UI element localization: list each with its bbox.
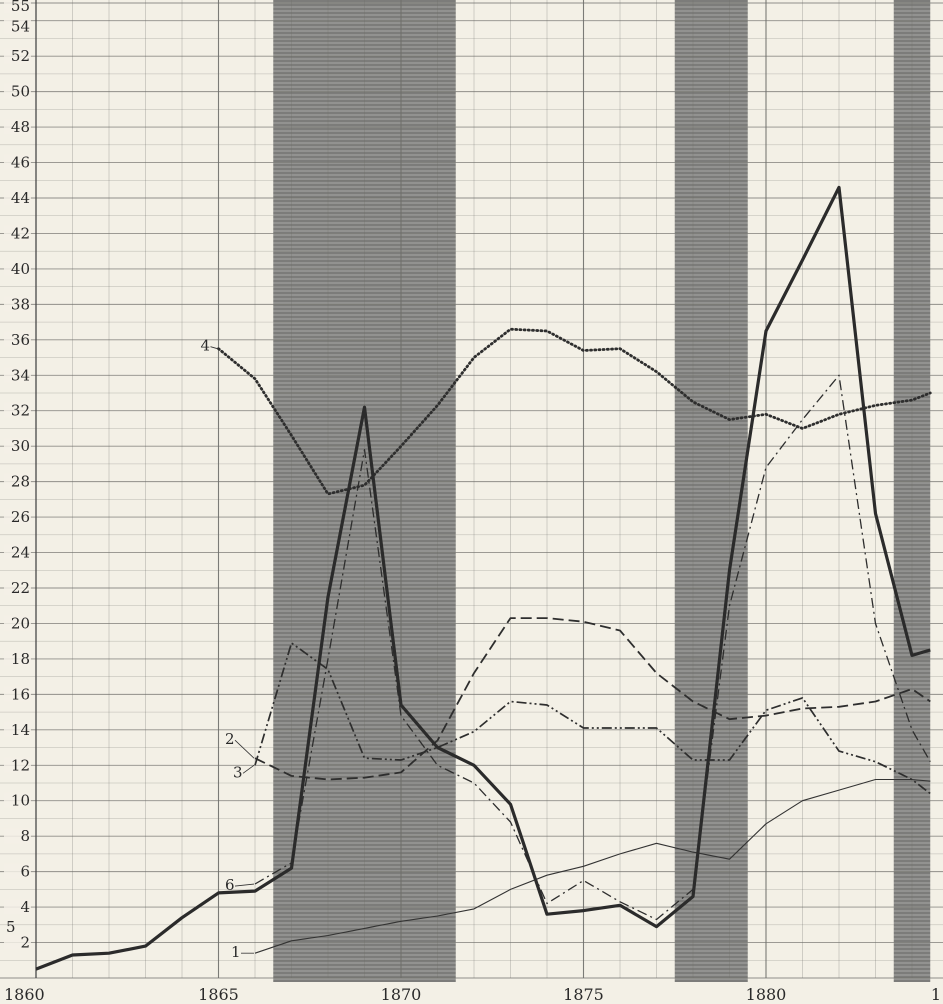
series-label-leader-4 [210, 346, 218, 350]
y-tick-bg [4, 367, 31, 383]
y-tick-bg [4, 792, 31, 808]
y-tick-label: 42 [11, 224, 30, 242]
y-tick-label: 24 [11, 544, 30, 562]
y-tick-bg [4, 686, 31, 702]
x-tick-label: 1860 [4, 985, 45, 1004]
y-tick-bg [4, 899, 31, 915]
y-tick-bg [4, 934, 31, 950]
y-tick-bg [4, 721, 31, 737]
y-tick-bg [4, 615, 31, 631]
y-tick-bg [4, 402, 31, 418]
y-tick-label: 54 [11, 18, 30, 36]
series-label-6: 6 [225, 876, 235, 894]
series-label-leader-6 [234, 883, 255, 887]
y-tick-label: 16 [11, 685, 30, 703]
y-tick-bg [4, 863, 31, 879]
y-tick-label: 32 [11, 402, 30, 420]
y-tick-label: 36 [11, 331, 30, 349]
y-tick-label: 38 [11, 295, 30, 313]
y-tick-label: 30 [11, 437, 30, 455]
series-line-5 [35, 185, 931, 971]
y-tick-bg [4, 225, 31, 241]
series-label-1: 1 [231, 943, 241, 961]
y-tick-bg [4, 83, 31, 99]
y-tick-bg [4, 828, 31, 844]
y-tick-label: 50 [11, 83, 30, 101]
series-label-4: 4 [201, 337, 211, 355]
y-tick-label: 48 [11, 118, 30, 136]
y-tick-label: 28 [11, 473, 30, 491]
y-tick-label: 20 [11, 614, 30, 632]
series-line-6 [254, 374, 931, 921]
y-tick-bg [4, 544, 31, 560]
y-tick-label: 22 [11, 579, 30, 597]
y-tick-bg [4, 650, 31, 666]
x-tick-label: 1 [931, 985, 941, 1004]
y-tick-label: 55 [11, 0, 30, 15]
y-tick-bg [4, 331, 31, 347]
y-tick-label: 44 [11, 189, 30, 207]
y-tick-label: 52 [11, 47, 30, 65]
y-tick-bg [4, 580, 31, 595]
y-tick-label: 4 [20, 898, 30, 916]
series-line-2 [254, 617, 931, 781]
y-tick-label: 10 [11, 792, 30, 810]
y-tick-label: 12 [11, 756, 30, 774]
series-label-leader-3 [242, 764, 255, 774]
series-label-2: 2 [225, 730, 235, 748]
y-tick-bg [4, 119, 31, 135]
gridlines [0, 0, 943, 979]
shaded-period-2 [674, 0, 748, 982]
y-tick-label: 6 [20, 863, 30, 881]
y-tick-label: 18 [11, 650, 30, 668]
x-tick-label: 1870 [381, 985, 422, 1004]
series-label-leader-2 [234, 739, 255, 759]
x-tick-label: 1865 [198, 985, 239, 1004]
y-tick-bg [4, 154, 31, 170]
series-line-1 [254, 778, 931, 954]
y-tick-bg [4, 757, 31, 773]
y-tick-bg [4, 0, 31, 13]
y-tick-label: 14 [11, 721, 30, 739]
y-tick-bg [4, 473, 31, 489]
x-tick-label: 1875 [563, 985, 604, 1004]
series-line-4 [217, 327, 932, 496]
y-tick-bg [4, 438, 31, 454]
data-series [35, 185, 932, 971]
y-tick-bg [4, 48, 31, 64]
x-tick-label: 1880 [746, 985, 787, 1004]
series-label-3: 3 [233, 763, 243, 781]
y-tick-bg [4, 509, 31, 525]
y-tick-label: 8 [20, 827, 30, 845]
y-tick-bg [4, 18, 31, 34]
y-tick-bg [4, 296, 31, 312]
y-tick-bg [4, 260, 31, 276]
y-tick-label: 26 [11, 508, 30, 526]
y-tick-label: 40 [11, 260, 30, 278]
series-label-5: 5 [6, 918, 16, 936]
y-tick-label: 2 [20, 934, 30, 952]
y-tick-label: 34 [11, 366, 30, 384]
x-axis-ticks: 1860 1865 1870 1875 1880 1 [4, 985, 941, 1004]
y-tick-bg [4, 190, 31, 205]
y-axis-ticks: 2468101214161820222426283032343638404244… [4, 0, 31, 952]
y-tick-label: 46 [11, 154, 30, 172]
